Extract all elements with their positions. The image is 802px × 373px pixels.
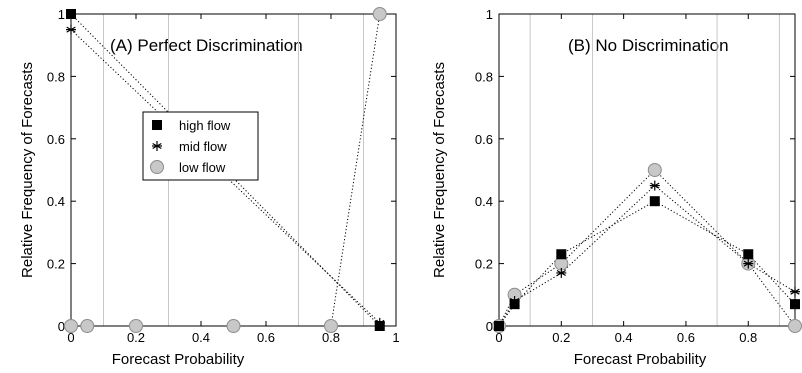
- panel-b-ytick-label-3: 0.6: [475, 132, 493, 147]
- panel-a-ytick-label-0: 0: [58, 319, 65, 334]
- panel-b-point-mid-flow-1: [509, 296, 520, 307]
- panel-b-xtick-label-4: 0.8: [739, 330, 757, 345]
- panel-a-ytick-label-4: 0.8: [47, 69, 65, 84]
- panel-a-xtick-label-2: 0.4: [192, 330, 210, 345]
- panel-a-xtick-label-1: 0.2: [127, 330, 145, 345]
- panel-a: (A) Perfect Discrimination Forecast Prob…: [19, 7, 400, 368]
- panel-a-point-low-flow-3: [226, 319, 241, 333]
- panel-a-ytick-label-2: 0.4: [47, 194, 65, 209]
- panel-b-xtick-label-3: 0.6: [677, 330, 695, 345]
- panel-a-ylabel: Relative Frequency of Forecasts: [19, 62, 36, 278]
- panel-a-point-low-flow-0: [64, 319, 78, 333]
- panel-a-legend-label-mid-flow: mid flow: [179, 139, 227, 154]
- panel-b-ytick-label-4: 0.8: [475, 69, 493, 84]
- panel-b-title: (B) No Discrimination: [568, 36, 729, 55]
- panel-b-xlabel: Forecast Probability: [574, 351, 707, 368]
- panel-a-legend-marker-low-flow: [150, 160, 164, 174]
- panel-a-xtick-label-3: 0.6: [257, 330, 275, 345]
- panel-a-legend-label-high-flow: high flow: [179, 118, 231, 133]
- panel-b-xtick-label-0: 0: [495, 330, 502, 345]
- panel-b-point-mid-flow-5: [790, 286, 800, 297]
- panel-b-ytick-label-2: 0.4: [475, 194, 493, 209]
- panel-a-xlabel: Forecast Probability: [112, 351, 245, 368]
- panel-b-point-high-flow-5: [790, 299, 800, 310]
- panel-b-ytick-label-1: 0.2: [475, 257, 493, 272]
- panel-b-point-mid-flow-0: [494, 321, 504, 331]
- panel-a-xtick-label-5: 1: [392, 330, 399, 345]
- panel-a-point-high-flow-0: [66, 9, 76, 19]
- panel-b-point-mid-flow-2: [556, 267, 567, 278]
- panel-a-ytick-label-5: 1: [58, 7, 65, 22]
- panel-a-legend-marker-mid-flow: [152, 141, 162, 151]
- panel-b-series-line-low-flow: [498, 169, 796, 327]
- panel-a-point-mid-flow-0: [66, 24, 76, 35]
- panel-b-xtick-label-1: 0.2: [552, 330, 570, 345]
- panel-b-point-high-flow-3: [649, 196, 660, 207]
- panel-b-ytick-label-0: 0: [486, 319, 493, 334]
- panel-a-ytick-label-1: 0.2: [47, 257, 65, 272]
- panel-b-ytick-label-5: 1: [486, 7, 493, 22]
- panel-b-point-mid-flow-4: [743, 258, 754, 269]
- panel-a-xtick-label-0: 0: [67, 330, 74, 345]
- panel-a-xtick-label-4: 0.8: [322, 330, 340, 345]
- panel-b-xtick-label-2: 0.4: [615, 330, 633, 345]
- panel-b-ylabel: Relative Frequency of Forecasts: [431, 62, 448, 278]
- panel-a-point-low-flow-4: [324, 319, 338, 333]
- panel-b-axes-frame: [498, 13, 796, 327]
- panel-b-point-mid-flow-3: [649, 180, 660, 191]
- panel-a-ytick-label-3: 0.6: [47, 132, 65, 147]
- panel-a-point-low-flow-2: [129, 319, 143, 333]
- panel-a-point-mid-flow-1: [374, 317, 385, 328]
- panel-a-point-low-flow-5: [372, 7, 387, 21]
- panel-a-legend-marker-high-flow: [152, 120, 162, 130]
- panel-b-point-low-flow-3: [647, 163, 662, 177]
- panel-a-title: (A) Perfect Discrimination: [110, 36, 303, 55]
- panel-b: (B) No Discrimination Forecast Probabili…: [431, 7, 802, 368]
- panel-b-point-high-flow-2: [556, 249, 567, 260]
- panel-a-legend-label-low-flow: low flow: [179, 160, 226, 175]
- panel-a-point-low-flow-1: [80, 319, 95, 333]
- panel-b-point-high-flow-4: [743, 249, 754, 260]
- panel-b-point-low-flow-5: [788, 319, 802, 333]
